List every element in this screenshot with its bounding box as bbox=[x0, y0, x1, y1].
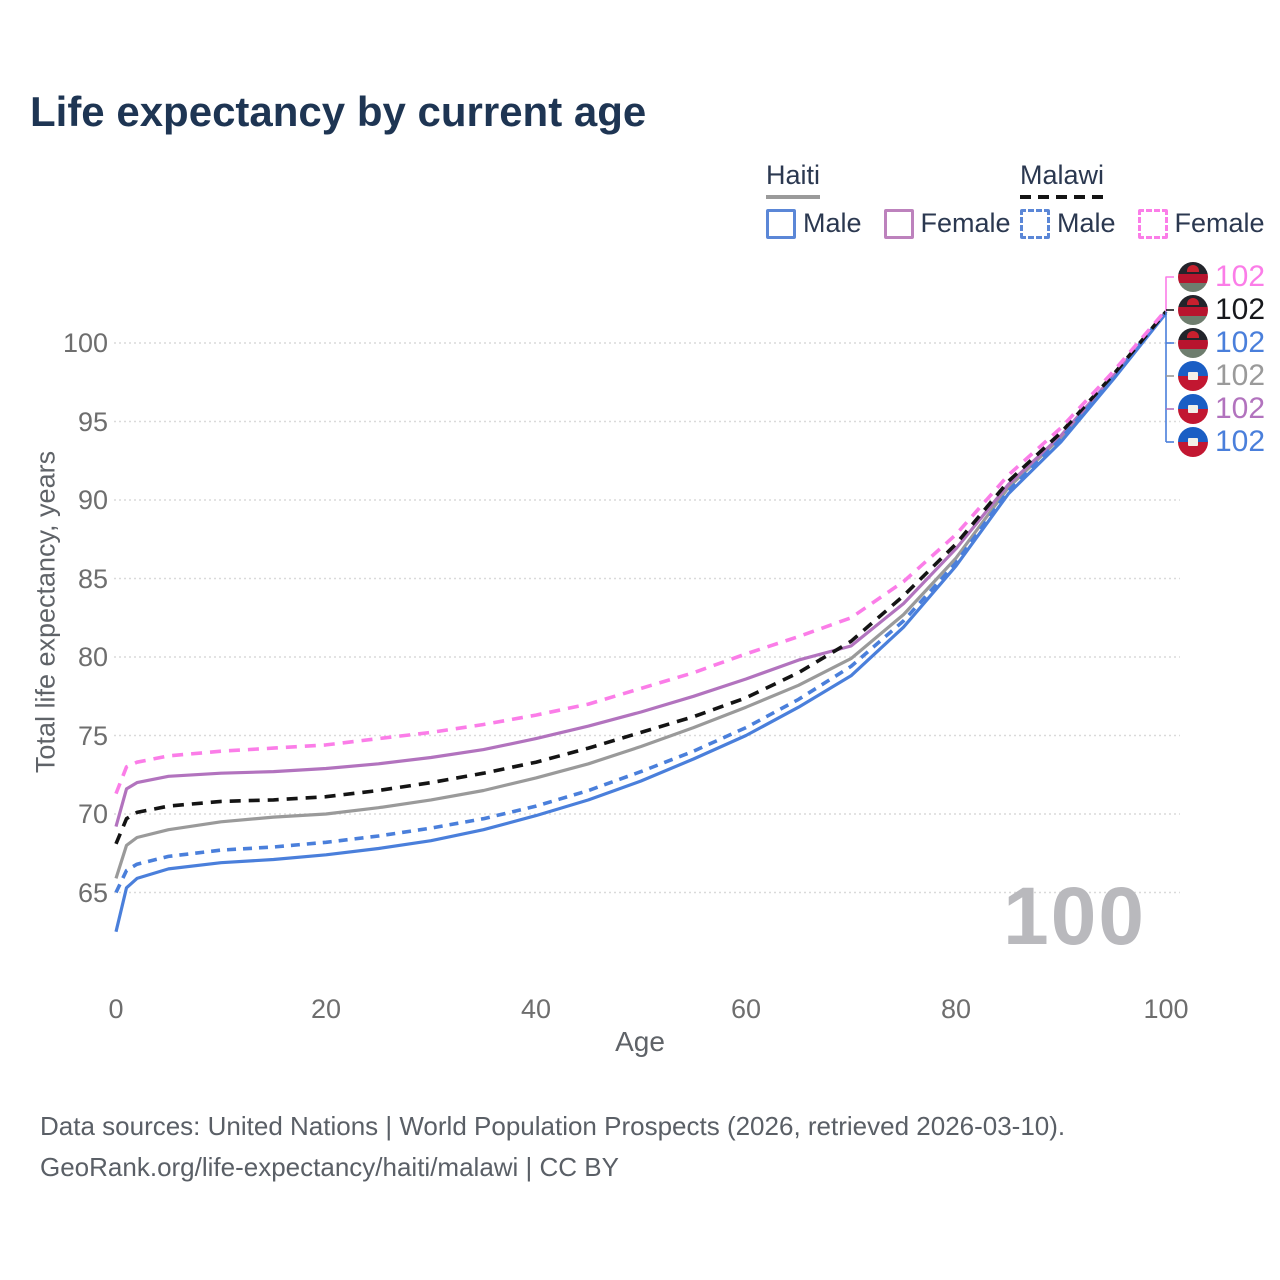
legend-item-haiti-female[interactable]: Female bbox=[883, 208, 1011, 239]
y-tick-label-80: 80 bbox=[77, 642, 108, 672]
legend-country-malawi[interactable]: Malawi bbox=[1020, 160, 1105, 199]
end-label-value: 102 bbox=[1215, 326, 1266, 359]
footer-attribution-line: GeoRank.org/life-expectancy/haiti/malawi… bbox=[40, 1152, 619, 1182]
x-axis-title: Age bbox=[615, 1026, 665, 1057]
series-line-malawi-female bbox=[114, 308, 1168, 795]
age-watermark: 100 bbox=[1003, 871, 1146, 962]
legend-country-malawi-label: Malawi bbox=[1020, 160, 1105, 190]
series-line-haiti-male bbox=[114, 312, 1168, 933]
y-tick-label-65: 65 bbox=[77, 877, 108, 908]
legend-group-haiti: Haiti Male Female bbox=[766, 160, 1033, 239]
legend-item-malawi-male[interactable]: Male bbox=[1020, 208, 1116, 239]
series-line-haiti-female bbox=[114, 310, 1168, 828]
haiti-line-style-swatch bbox=[766, 195, 821, 199]
malawi-flag-icon bbox=[1178, 262, 1208, 292]
end-label-value: 102 bbox=[1215, 260, 1266, 293]
x-tick-label-20: 20 bbox=[310, 994, 342, 1024]
legend-country-haiti-label: Haiti bbox=[766, 160, 821, 190]
y-tick-label-85: 85 bbox=[77, 563, 108, 594]
malawi-male-swatch-icon bbox=[1020, 208, 1050, 239]
page-title: Life expectancy by current age bbox=[30, 88, 647, 135]
end-label-row-haiti-male: 102 bbox=[1178, 426, 1265, 458]
series-line-haiti-both-sexes- bbox=[114, 310, 1168, 879]
legend-item-haiti-female-label: Female bbox=[920, 208, 1011, 238]
end-label-row-malawi-male: 102 bbox=[1178, 327, 1265, 359]
legend-items-malawi: Male Female bbox=[1020, 208, 1280, 239]
legend-country-haiti[interactable]: Haiti bbox=[766, 160, 821, 199]
end-label-value: 102 bbox=[1215, 359, 1266, 392]
x-tick-label-40: 40 bbox=[520, 994, 552, 1024]
series-line-malawi-both-sexes- bbox=[114, 310, 1168, 845]
x-tick-label-0: 0 bbox=[108, 994, 124, 1024]
legend-item-haiti-male-label: Male bbox=[803, 208, 862, 238]
footer: Data sources: United Nations | World Pop… bbox=[40, 1106, 1065, 1188]
end-label-row-malawi: 102 bbox=[1178, 294, 1265, 326]
haiti-flag-icon bbox=[1178, 427, 1208, 457]
haiti-flag-icon bbox=[1178, 394, 1208, 424]
y-tick-label-95: 95 bbox=[77, 406, 108, 437]
legend-items-haiti: Male Female bbox=[766, 208, 1033, 239]
legend-group-malawi: Malawi Male Female bbox=[1020, 160, 1280, 239]
y-tick-label-75: 75 bbox=[77, 720, 108, 751]
haiti-male-swatch-icon bbox=[766, 208, 796, 239]
end-label-value: 102 bbox=[1215, 293, 1266, 326]
haiti-flag-icon bbox=[1178, 361, 1208, 391]
legend-item-malawi-female-label: Female bbox=[1174, 208, 1265, 238]
x-tick-label-100: 100 bbox=[1143, 994, 1189, 1024]
series-line-malawi-male bbox=[114, 310, 1168, 894]
end-label-row-malawi-female: 102 bbox=[1178, 261, 1265, 293]
end-label-row-haiti: 102 bbox=[1178, 360, 1265, 392]
legend-item-malawi-female[interactable]: Female bbox=[1137, 208, 1265, 239]
malawi-female-swatch-icon bbox=[1137, 208, 1168, 239]
x-tick-label-80: 80 bbox=[940, 994, 972, 1024]
malawi-line-style-swatch bbox=[1020, 195, 1105, 199]
footer-sources-line: Data sources: United Nations | World Pop… bbox=[40, 1111, 1066, 1141]
malawi-flag-icon bbox=[1178, 295, 1208, 325]
x-tick-label-60: 60 bbox=[730, 994, 762, 1024]
legend-item-haiti-male[interactable]: Male bbox=[766, 208, 862, 239]
leader-malawi-female bbox=[1165, 276, 1174, 312]
malawi-flag-icon bbox=[1178, 328, 1208, 358]
haiti-female-swatch-icon bbox=[883, 208, 914, 239]
legend-item-malawi-male-label: Male bbox=[1057, 208, 1116, 238]
end-label-row-haiti-female: 102 bbox=[1178, 393, 1265, 425]
y-tick-label-100: 100 bbox=[62, 328, 108, 358]
y-tick-label-70: 70 bbox=[77, 799, 108, 829]
y-tick-label-90: 90 bbox=[77, 485, 108, 515]
end-label-value: 102 bbox=[1215, 425, 1266, 458]
end-label-value: 102 bbox=[1215, 392, 1266, 425]
